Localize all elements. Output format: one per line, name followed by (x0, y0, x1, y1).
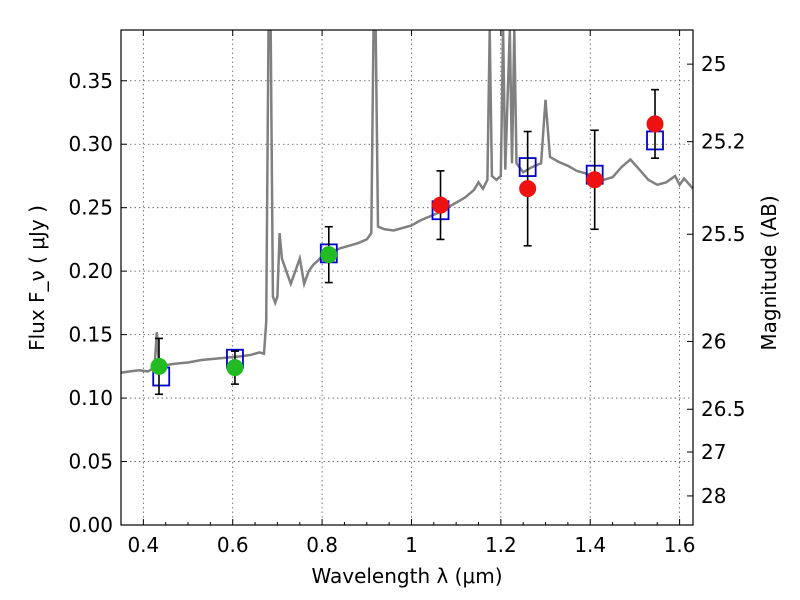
y-tick-label: 0.05 (68, 450, 113, 474)
y-tick-label: 0.00 (68, 513, 113, 537)
y-tick-label: 0.25 (68, 196, 113, 220)
axis-ticks (120, 30, 693, 526)
x-tick-label: 0.4 (127, 533, 159, 557)
grid (121, 30, 693, 526)
y2-tick-label: 28 (701, 484, 726, 508)
y2-tick-label: 25.2 (701, 130, 746, 154)
y2-tick-label: 25.5 (701, 222, 746, 246)
x-tick-label: 1.6 (664, 533, 696, 557)
observed-flux-point (586, 171, 604, 189)
observed-flux-point (646, 115, 664, 133)
observed-flux-point (150, 357, 168, 375)
y2-tick-label: 26.5 (701, 397, 746, 421)
x-tick-label: 0.8 (306, 533, 338, 557)
y-tick-label: 0.20 (68, 259, 113, 283)
y2-axis-title: Magnitude (AB) (757, 195, 781, 350)
observed-flux-point (226, 359, 244, 377)
y-tick-label: 0.10 (68, 386, 113, 410)
y2-tick-label: 27 (701, 440, 726, 464)
y2-tick-label: 25 (701, 52, 726, 76)
tick-labels: 0.4 0.6 0.8 1 1.2 1.4 1.6 0.00 0.05 0.10 0.15 0.20 0… (68, 52, 745, 557)
x-tick-label: 1.4 (574, 533, 606, 557)
x-axis-title: Wavelength λ (μm) (311, 564, 502, 588)
y-tick-label: 0.35 (68, 69, 113, 93)
template-spectrum-line (121, 30, 693, 374)
y2-tick-label: 26 (701, 329, 726, 353)
observed-flux-point (519, 180, 537, 198)
observed-flux-point (432, 196, 450, 214)
plot-area (121, 30, 693, 396)
y-tick-label: 0.15 (68, 323, 113, 347)
x-tick-label: 1.2 (485, 533, 517, 557)
y-tick-label: 0.30 (68, 132, 113, 156)
observed-flux-point (320, 246, 338, 264)
x-tick-label: 0.6 (217, 533, 249, 557)
x-tick-label: 1 (405, 533, 418, 557)
plot-frame (120, 29, 694, 526)
y-axis-title: Flux F_ν ( μJy ) (25, 205, 49, 351)
